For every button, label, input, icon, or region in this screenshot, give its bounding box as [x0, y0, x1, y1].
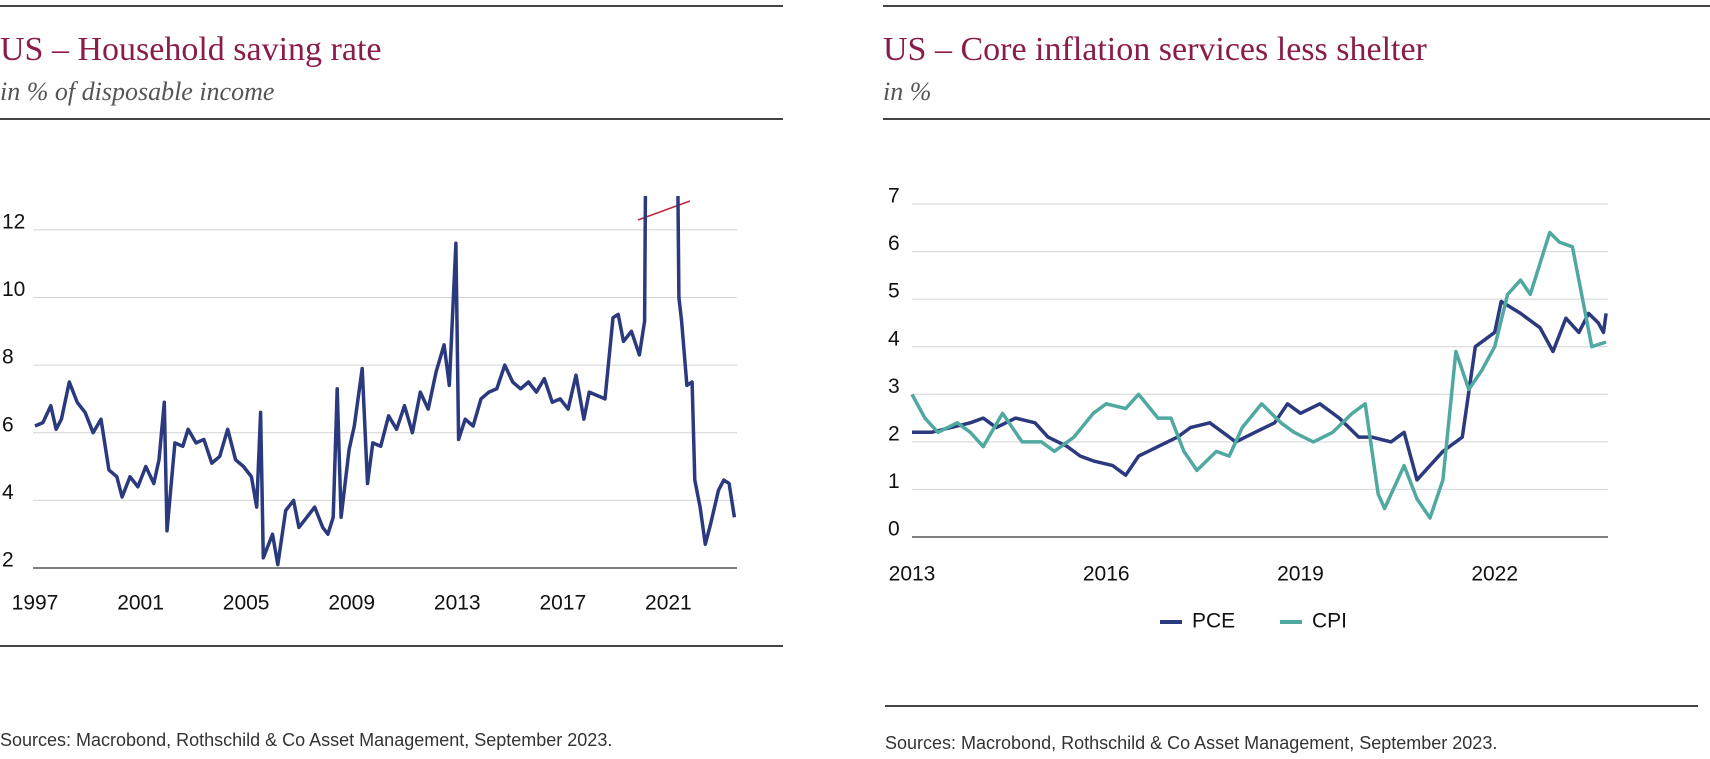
y-tick-label: 5 — [888, 280, 900, 303]
y-tick-label: 10 — [2, 278, 25, 301]
y-tick-label: 8 — [2, 346, 14, 369]
x-tick-label: 2013 — [889, 563, 936, 586]
y-tick-label: 1 — [888, 470, 900, 493]
y-tick-label: 4 — [2, 481, 14, 504]
y-tick-label: 6 — [2, 413, 14, 436]
chart-subtitle: in % — [883, 77, 931, 106]
y-tick-label: 12 — [2, 210, 25, 233]
y-tick-label: 0 — [888, 518, 900, 541]
y-tick-label: 4 — [888, 327, 900, 350]
legend-label: PCE — [1192, 610, 1235, 633]
y-tick-label: 3 — [888, 375, 900, 398]
data-line — [910, 230, 1607, 520]
data-line — [912, 299, 1608, 482]
x-tick-label: 2022 — [1471, 563, 1518, 586]
y-tick-label: 2 — [2, 549, 14, 572]
x-tick-label: 2009 — [328, 592, 375, 615]
x-tick-label: 2019 — [1277, 563, 1324, 586]
chart-title: US – Core inflation services less shelte… — [883, 31, 1428, 68]
legend-label: CPI — [1312, 610, 1347, 633]
x-tick-label: 2001 — [117, 592, 164, 615]
x-tick-label: 2021 — [645, 592, 692, 615]
y-tick-label: 7 — [888, 185, 900, 208]
source-note: Sources: Macrobond, Rothschild & Co Asse… — [0, 730, 612, 750]
y-tick-label: 6 — [888, 232, 900, 255]
y-tick-label: 2 — [888, 422, 900, 445]
chart-title: US – Household saving rate — [0, 31, 382, 68]
x-tick-label: 2017 — [539, 592, 586, 615]
x-tick-label: 2016 — [1083, 563, 1130, 586]
chart-subtitle: in % of disposable income — [0, 77, 274, 106]
source-note: Sources: Macrobond, Rothschild & Co Asse… — [885, 733, 1497, 753]
data-line — [34, 196, 737, 567]
x-tick-label: 2013 — [434, 592, 481, 615]
x-tick-label: 2005 — [223, 592, 270, 615]
x-tick-label: 1997 — [12, 592, 59, 615]
